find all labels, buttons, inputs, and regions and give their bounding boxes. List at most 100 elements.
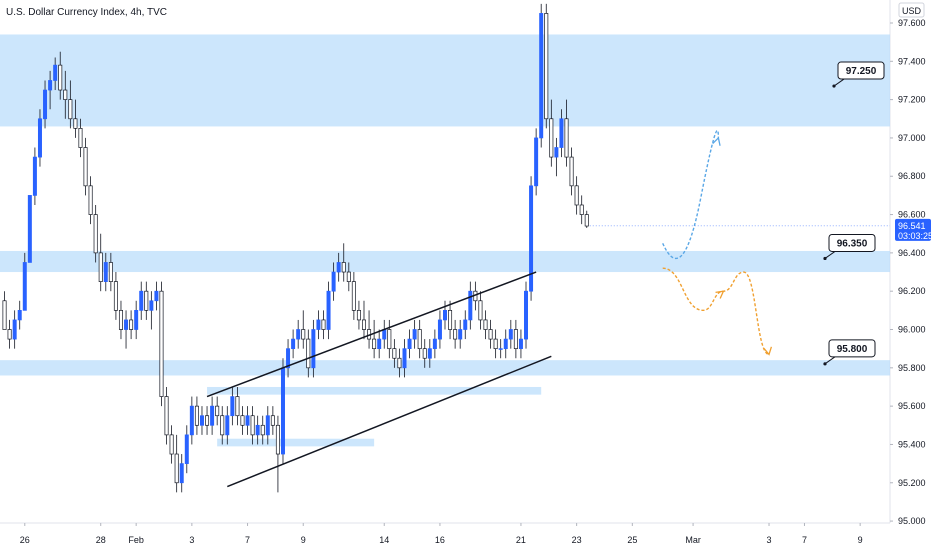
candle-down <box>144 290 149 311</box>
y-tick-label: 97.400 <box>898 56 926 66</box>
countdown-timer: 03:03:25 <box>898 231 932 241</box>
candle-up <box>48 80 53 91</box>
candle-down <box>250 415 255 436</box>
candle-up <box>32 156 37 196</box>
candle-up <box>377 338 382 350</box>
callout-pointer <box>833 78 845 87</box>
x-tick-label: 25 <box>627 535 637 545</box>
candle-up <box>427 348 432 359</box>
candle-up <box>134 310 139 330</box>
callout-label: 95.800 <box>837 344 868 355</box>
candle-up <box>316 319 321 330</box>
candle-down <box>488 329 493 340</box>
candle-down <box>361 319 366 330</box>
candle-down <box>68 99 73 120</box>
candle-down <box>73 118 78 129</box>
candle-up <box>432 338 437 350</box>
x-tick-label: 14 <box>379 535 389 545</box>
candle-down <box>346 271 351 282</box>
y-tick-label: 97.600 <box>898 18 926 28</box>
channel-zone-a <box>207 386 542 395</box>
candle-up <box>199 415 204 426</box>
callout-label: 97.250 <box>846 66 877 77</box>
candle-up <box>326 290 331 330</box>
y-tick-label: 95.400 <box>898 439 926 449</box>
candle-up <box>149 300 154 311</box>
candle-up <box>402 348 407 369</box>
y-tick-label: 95.200 <box>898 478 926 488</box>
candle-down <box>88 185 93 215</box>
x-tick-label: 3 <box>767 535 772 545</box>
callout-anchor <box>832 84 836 88</box>
candle-down <box>448 310 453 330</box>
candle-down <box>574 185 579 206</box>
currency-text: USD <box>902 6 922 16</box>
blue-projection-arrowhead <box>712 136 721 146</box>
candle-up <box>336 262 341 273</box>
candle-up <box>412 329 417 340</box>
candle-down <box>93 214 98 254</box>
candle-down <box>387 329 392 350</box>
candle-down <box>205 415 210 426</box>
candle-down <box>98 252 103 282</box>
candle-down <box>321 319 326 330</box>
candle-up <box>554 147 559 158</box>
candle-up <box>17 310 22 321</box>
orange-projection-path <box>662 267 770 356</box>
candle-down <box>392 348 397 359</box>
candle-up <box>255 424 260 436</box>
x-tick-label: 23 <box>572 535 582 545</box>
candle-down <box>2 300 7 330</box>
candle-up <box>53 64 58 81</box>
candle-down <box>584 214 589 227</box>
x-tick-label: 7 <box>245 535 250 545</box>
drawings <box>206 129 890 488</box>
lower-support-zone <box>0 360 890 376</box>
candle-up <box>311 329 316 369</box>
callout-box <box>828 233 876 252</box>
candle-down <box>549 118 554 158</box>
mid-zone <box>0 250 890 273</box>
candle-down <box>240 415 245 426</box>
candle-up <box>296 329 301 340</box>
candle-up <box>534 137 539 187</box>
candle-down <box>397 357 402 369</box>
candle-up <box>245 415 250 426</box>
candle-up <box>463 319 468 330</box>
candle-down <box>108 262 113 282</box>
candle-down <box>569 156 574 187</box>
candle-down <box>129 319 134 330</box>
candle-up <box>503 338 508 350</box>
candle-down <box>174 453 179 484</box>
candle-up <box>508 329 513 340</box>
callout-box <box>837 61 885 80</box>
y-tick-label: 97.200 <box>898 95 926 105</box>
x-tick-label: 21 <box>516 535 526 545</box>
candle-up <box>124 319 129 330</box>
candle-up <box>331 271 336 292</box>
candle-down <box>306 338 311 369</box>
candle-up <box>43 89 48 120</box>
y-tick-label: 96.600 <box>898 210 926 220</box>
candle-down <box>356 310 361 321</box>
candle-up <box>12 319 17 340</box>
time-axis[interactable]: 26 28 Feb 3 7 9 14 16 21 23 25 Mar 3 7 9 <box>20 523 863 545</box>
blue-projection-path <box>662 129 720 260</box>
candle-up <box>103 262 108 282</box>
x-tick-label: Feb <box>128 535 144 545</box>
price-axis[interactable]: 97.600 97.400 97.200 97.000 96.800 96.600 96.4… <box>890 18 926 526</box>
candle-up <box>179 463 184 484</box>
candle-down <box>372 338 377 350</box>
candle-up <box>265 415 270 436</box>
candle-up <box>210 405 215 426</box>
candle-up <box>498 348 503 350</box>
channel-upper-line <box>206 271 537 398</box>
candle-up <box>291 338 296 350</box>
candle-down <box>513 329 518 350</box>
candle-down <box>564 118 569 158</box>
candle-down <box>493 338 498 350</box>
candle-down <box>351 281 356 311</box>
x-tick-label: 7 <box>802 535 807 545</box>
currency-label[interactable]: USD <box>898 2 925 18</box>
